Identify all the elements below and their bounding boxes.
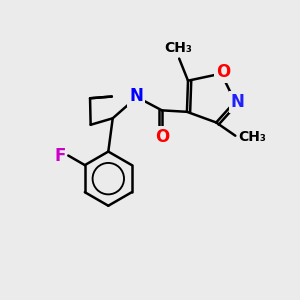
Text: N: N — [231, 93, 245, 111]
Text: O: O — [155, 128, 169, 146]
Text: O: O — [216, 63, 230, 81]
Text: CH₃: CH₃ — [164, 41, 192, 55]
Text: F: F — [55, 146, 66, 164]
Text: CH₃: CH₃ — [238, 130, 266, 144]
Text: N: N — [129, 87, 143, 105]
